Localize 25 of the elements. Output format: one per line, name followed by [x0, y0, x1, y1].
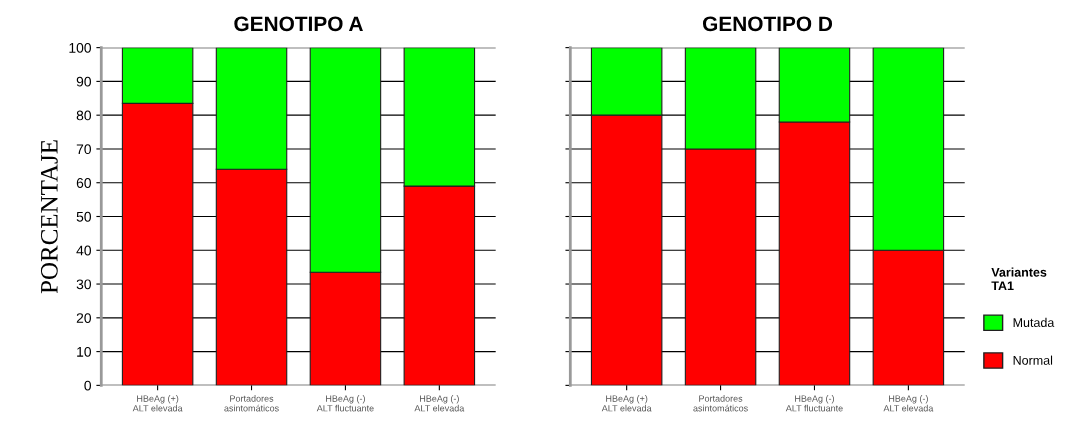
x-tick-label: HBeAg (-) ALT fluctuante — [785, 395, 843, 412]
y-tick-label: 90 — [76, 76, 92, 87]
y-tick-label: 100 — [69, 42, 92, 53]
x-tick-label: Portadores asintomáticos — [693, 395, 748, 412]
y-tick-label: 20 — [76, 313, 92, 323]
legend-title: Variantes TA1 — [991, 267, 1047, 291]
y-tick-label: 30 — [76, 279, 92, 290]
y-tick-label: 40 — [76, 245, 92, 256]
x-tick-label: HBeAg (+) ALT elevada — [601, 395, 652, 412]
x-tick-label: HBeAg (-) ALT elevada — [414, 395, 465, 412]
y-tick-label: 10 — [77, 346, 92, 357]
y-tick-label: 50 — [76, 211, 92, 222]
y-axis-title: PORCENTAJE — [40, 140, 58, 294]
y-tick-label: 80 — [76, 110, 92, 121]
x-tick-label: HBeAg (+) ALT elevada — [132, 395, 183, 412]
x-tick-label: HBeAg (-) ALT fluctuante — [316, 395, 374, 412]
chart-title: GENOTIPO A — [234, 16, 363, 32]
x-tick-label: Portadores asintomáticos — [224, 395, 279, 412]
x-tick-label: HBeAg (-) ALT elevada — [883, 395, 934, 412]
legend-label: Normal — [1013, 355, 1053, 365]
legend-label: Mutada — [1013, 317, 1055, 327]
y-tick-label: 0 — [84, 380, 92, 391]
y-tick-label: 60 — [76, 178, 92, 188]
y-tick-label: 70 — [76, 144, 92, 155]
chart-title: GENOTIPO D — [702, 16, 833, 32]
